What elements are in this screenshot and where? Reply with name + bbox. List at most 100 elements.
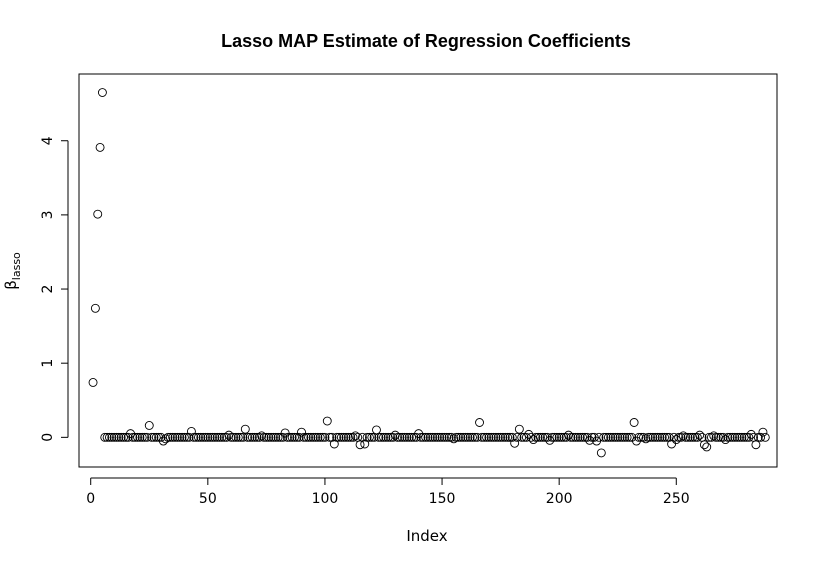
data-point — [650, 432, 660, 442]
y-axis-label-symbol: β — [2, 280, 20, 290]
data-point — [617, 432, 627, 442]
data-point — [329, 439, 339, 449]
data-point — [723, 432, 733, 442]
data-point — [205, 432, 215, 442]
data-point — [692, 432, 702, 442]
data-point — [660, 432, 670, 442]
data-point — [568, 432, 578, 442]
data-point — [257, 431, 267, 441]
data-point — [222, 432, 232, 442]
data-point — [477, 432, 487, 442]
data-point — [275, 432, 285, 442]
data-point — [264, 432, 274, 442]
data-point — [594, 432, 604, 442]
data-point — [418, 432, 428, 442]
data-point — [386, 432, 395, 442]
data-point — [620, 432, 630, 442]
data-point — [484, 432, 494, 442]
data-point — [573, 432, 583, 442]
data-point — [428, 432, 438, 442]
data-point — [533, 432, 543, 442]
data-point — [571, 432, 581, 442]
data-point — [737, 432, 747, 442]
data-point — [559, 432, 569, 442]
data-point — [240, 424, 250, 434]
data-point — [519, 432, 529, 442]
data-point — [641, 434, 651, 444]
data-point — [212, 432, 222, 442]
x-tick-label: 150 — [429, 491, 456, 507]
data-point — [669, 432, 679, 442]
data-point — [168, 432, 178, 442]
data-point — [507, 432, 517, 442]
data-point — [238, 432, 248, 442]
data-point — [357, 432, 367, 442]
data-point — [603, 432, 613, 442]
data-point — [151, 432, 161, 442]
data-point — [646, 432, 655, 442]
data-point — [585, 435, 595, 445]
x-axis: 0 50 100 150 200 250 — [86, 477, 690, 507]
data-point — [231, 432, 241, 442]
data-point — [208, 432, 217, 442]
data-point — [496, 432, 506, 442]
data-point — [292, 432, 302, 442]
data-point — [699, 440, 709, 450]
data-points — [88, 88, 770, 458]
data-point — [395, 432, 405, 442]
data-point — [643, 432, 653, 442]
data-point — [442, 432, 452, 442]
data-point — [543, 432, 552, 442]
data-point — [95, 142, 105, 152]
data-point — [97, 88, 107, 97]
data-point — [674, 432, 684, 442]
data-point — [421, 432, 431, 442]
data-point — [104, 432, 114, 442]
data-point — [116, 432, 126, 442]
data-point — [250, 432, 260, 442]
data-point — [599, 432, 609, 442]
data-point — [165, 432, 175, 442]
data-point — [339, 432, 349, 442]
data-point — [711, 432, 721, 442]
data-point — [526, 432, 536, 442]
data-point — [482, 432, 492, 442]
data-point — [311, 432, 321, 442]
data-point — [470, 432, 480, 442]
data-point — [362, 432, 372, 442]
data-point — [596, 448, 606, 458]
data-point — [397, 432, 407, 442]
data-point — [671, 435, 681, 445]
data-point — [402, 432, 412, 442]
data-point — [320, 432, 330, 442]
data-point — [170, 432, 180, 442]
data-point — [114, 432, 124, 442]
x-tick-label: 50 — [199, 491, 217, 507]
data-point — [683, 432, 693, 442]
data-point — [653, 432, 662, 442]
data-point — [290, 432, 299, 442]
data-point — [505, 432, 515, 442]
data-point — [327, 432, 337, 442]
data-point — [278, 432, 288, 442]
data-point — [716, 432, 726, 442]
data-point — [133, 432, 143, 442]
data-point — [149, 432, 159, 442]
data-point — [751, 440, 761, 450]
data-point — [566, 432, 576, 442]
data-point — [582, 432, 592, 442]
y-tick-label: 1 — [40, 359, 56, 368]
data-point — [229, 432, 239, 442]
data-point — [725, 432, 735, 442]
data-point — [252, 432, 262, 442]
data-point — [161, 434, 171, 444]
data-point — [304, 432, 313, 442]
data-point — [657, 432, 667, 442]
data-point — [299, 432, 309, 442]
x-tick-label: 100 — [312, 491, 339, 507]
data-point — [147, 432, 157, 442]
data-point — [676, 432, 686, 442]
data-point — [219, 432, 229, 442]
data-point — [456, 432, 466, 442]
